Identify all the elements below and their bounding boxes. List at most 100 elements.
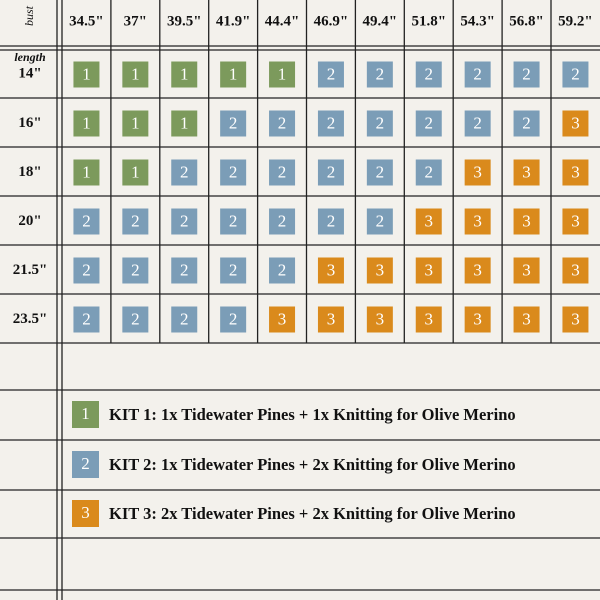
kit-number: 3	[376, 260, 385, 279]
kit-cell	[366, 208, 393, 235]
kit-cell	[122, 208, 149, 235]
kit-cell	[269, 257, 296, 284]
kit-cell	[122, 110, 149, 137]
legend-label: KIT 3: 2x Tidewater Pines + 2x Knitting …	[109, 504, 516, 523]
column-header: 46.9"	[314, 13, 349, 29]
kit-cell	[220, 257, 247, 284]
kit-number: 2	[131, 309, 140, 328]
kit-cell	[562, 306, 589, 333]
kit-cell	[73, 306, 100, 333]
kit-number: 2	[425, 162, 434, 181]
kit-cell	[415, 306, 442, 333]
column-header: 54.3"	[460, 13, 495, 29]
kit-cell	[269, 306, 296, 333]
kit-cell	[171, 61, 198, 88]
kit-number: 3	[522, 260, 531, 279]
kit-cell	[513, 257, 540, 284]
kit-cell	[366, 61, 393, 88]
row-header: 18"	[18, 164, 41, 180]
kit-cell	[464, 61, 491, 88]
kit-number: 3	[473, 309, 482, 328]
kit-number: 2	[180, 211, 189, 230]
column-header: 39.5"	[167, 13, 202, 29]
column-header: 41.9"	[216, 13, 251, 29]
kit-cell	[415, 110, 442, 137]
kit-number: 1	[180, 64, 189, 83]
kit-cell	[122, 257, 149, 284]
legend-label: KIT 2: 1x Tidewater Pines + 2x Knitting …	[109, 455, 516, 474]
kit-cell	[122, 306, 149, 333]
kit-cell	[513, 208, 540, 235]
kit-number: 1	[82, 64, 91, 83]
kit-number: 2	[376, 113, 385, 132]
kit-number: 2	[278, 260, 287, 279]
kit-number: 2	[82, 309, 91, 328]
kit-number: 2	[180, 162, 189, 181]
kit-cell	[366, 110, 393, 137]
kit-number: 1	[82, 162, 91, 181]
kit-cell	[513, 61, 540, 88]
kit-cell	[317, 208, 344, 235]
kit-number: 3	[278, 309, 287, 328]
kit-number: 2	[278, 113, 287, 132]
kit-number: 3	[473, 260, 482, 279]
kit-cell	[366, 159, 393, 186]
kit-number: 3	[473, 211, 482, 230]
kit-cell	[366, 257, 393, 284]
kit-number: 2	[425, 64, 434, 83]
kit-cell	[73, 208, 100, 235]
kit-number: 2	[571, 64, 580, 83]
column-header: 37"	[124, 13, 147, 29]
kit-cell	[171, 159, 198, 186]
kit-cell	[269, 110, 296, 137]
kit-number: 2	[522, 113, 531, 132]
kit-cell	[73, 61, 100, 88]
kit-number: 3	[473, 162, 482, 181]
kit-cell	[513, 306, 540, 333]
row-header: 14"	[18, 65, 41, 81]
kit-number: 1	[131, 113, 140, 132]
kit-cell	[562, 257, 589, 284]
column-header: 49.4"	[363, 13, 398, 29]
kit-number: 1	[278, 64, 287, 83]
legend-number: 2	[81, 454, 90, 473]
kit-number: 2	[278, 162, 287, 181]
row-header: 16"	[18, 115, 41, 131]
kit-cell	[317, 61, 344, 88]
kit-number: 2	[82, 211, 91, 230]
kit-cell	[562, 208, 589, 235]
column-header: 44.4"	[265, 13, 300, 29]
column-header: 59.2"	[558, 13, 593, 29]
kit-number: 2	[180, 260, 189, 279]
kit-number: 3	[571, 113, 580, 132]
bust-label: bust	[22, 5, 36, 26]
kit-cell	[513, 110, 540, 137]
legend-label: KIT 1: 1x Tidewater Pines + 1x Knitting …	[109, 405, 516, 424]
kit-cell	[269, 61, 296, 88]
kit-cell	[562, 159, 589, 186]
kit-number: 1	[82, 113, 91, 132]
kit-cell	[415, 159, 442, 186]
kit-cell	[317, 306, 344, 333]
kit-cell	[73, 110, 100, 137]
kit-cell	[220, 208, 247, 235]
kit-number: 3	[522, 309, 531, 328]
legend-swatch	[72, 401, 99, 428]
kit-cell	[464, 110, 491, 137]
kit-cell	[220, 159, 247, 186]
kit-cell	[73, 159, 100, 186]
kit-number: 3	[522, 162, 531, 181]
kit-cell	[415, 61, 442, 88]
kit-number: 3	[425, 260, 434, 279]
kit-number: 2	[180, 309, 189, 328]
kit-number: 2	[131, 211, 140, 230]
row-header: 20"	[18, 213, 41, 229]
kit-cell	[269, 208, 296, 235]
kit-number: 1	[229, 64, 238, 83]
kit-number: 2	[473, 64, 482, 83]
kit-cell	[464, 159, 491, 186]
kit-cell	[171, 306, 198, 333]
kit-cell	[415, 208, 442, 235]
